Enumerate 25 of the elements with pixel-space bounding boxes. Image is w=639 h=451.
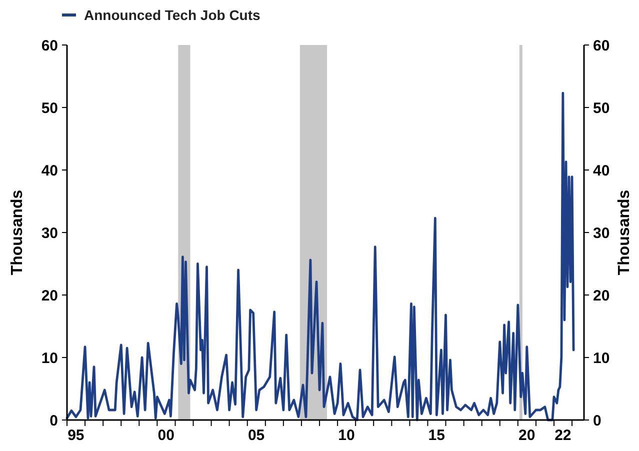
y-tick-label: 30 bbox=[41, 224, 58, 242]
x-tick-label: 95 bbox=[68, 427, 84, 444]
x-tick-label: 05 bbox=[248, 427, 265, 444]
line-series bbox=[66, 92, 575, 422]
x-tick-label: 20 bbox=[518, 427, 536, 444]
y2-tick-label: 60 bbox=[593, 37, 610, 54]
y2-tick-label: 20 bbox=[593, 287, 610, 304]
y2-tick-label: 50 bbox=[593, 100, 610, 117]
y-tick-label: 40 bbox=[41, 162, 58, 180]
y-tick-label: 60 bbox=[41, 37, 58, 54]
legend-label: Announced Tech Job Cuts bbox=[84, 6, 261, 23]
x-tick-label: 00 bbox=[158, 427, 174, 444]
y-tick-label: 0 bbox=[50, 412, 58, 430]
x-tick-label: 15 bbox=[428, 427, 445, 444]
y2-tick-label: 40 bbox=[593, 162, 610, 180]
x-tick-label: 22 bbox=[554, 427, 572, 444]
y2-tick-label: 30 bbox=[593, 224, 610, 242]
x-tick-label: 10 bbox=[338, 427, 355, 444]
y-tick-label: 20 bbox=[41, 287, 58, 304]
y2-tick-label: 0 bbox=[593, 412, 602, 430]
y-axis-title: Thousands bbox=[9, 190, 26, 276]
y-tick-label: 50 bbox=[41, 100, 58, 117]
y2-axis-title: Thousands bbox=[616, 190, 633, 276]
y-tick-label: 10 bbox=[41, 350, 58, 367]
y2-tick-label: 10 bbox=[593, 350, 610, 367]
